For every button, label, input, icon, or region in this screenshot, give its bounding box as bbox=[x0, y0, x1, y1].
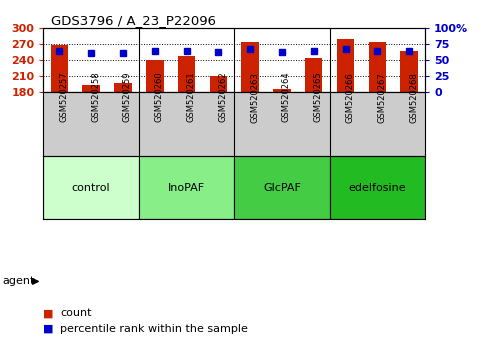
Text: GSM520257: GSM520257 bbox=[59, 72, 69, 122]
Bar bbox=[51, 45, 68, 92]
Text: edelfosine: edelfosine bbox=[349, 183, 406, 193]
Bar bbox=[114, 83, 132, 92]
Text: GSM520265: GSM520265 bbox=[314, 72, 323, 122]
Bar bbox=[305, 58, 323, 92]
Bar bbox=[273, 89, 291, 92]
Bar bbox=[400, 51, 418, 92]
Bar bbox=[242, 42, 259, 92]
Bar bbox=[234, 156, 330, 219]
Text: GSM520266: GSM520266 bbox=[345, 72, 355, 122]
Text: GDS3796 / A_23_P22096: GDS3796 / A_23_P22096 bbox=[51, 14, 216, 27]
Text: agent: agent bbox=[2, 276, 35, 286]
Bar bbox=[337, 39, 355, 92]
Bar bbox=[43, 156, 139, 219]
Bar bbox=[210, 76, 227, 92]
Bar bbox=[146, 60, 164, 92]
Text: ■: ■ bbox=[43, 308, 54, 318]
Text: ■: ■ bbox=[43, 324, 54, 333]
Text: GSM520264: GSM520264 bbox=[282, 72, 291, 122]
Bar bbox=[178, 56, 195, 92]
Bar bbox=[83, 85, 100, 92]
Text: GSM520267: GSM520267 bbox=[377, 72, 386, 122]
Text: GSM520259: GSM520259 bbox=[123, 72, 132, 122]
Text: GSM520258: GSM520258 bbox=[91, 72, 100, 122]
Text: GSM520268: GSM520268 bbox=[409, 72, 418, 122]
Text: percentile rank within the sample: percentile rank within the sample bbox=[60, 324, 248, 333]
Text: GSM520260: GSM520260 bbox=[155, 72, 164, 122]
Bar bbox=[139, 156, 234, 219]
Text: InoPAF: InoPAF bbox=[168, 183, 205, 193]
Text: GSM520263: GSM520263 bbox=[250, 72, 259, 122]
Text: GlcPAF: GlcPAF bbox=[263, 183, 301, 193]
Bar bbox=[369, 42, 386, 92]
Text: count: count bbox=[60, 308, 92, 318]
Text: GSM520262: GSM520262 bbox=[218, 72, 227, 122]
Bar bbox=[329, 156, 425, 219]
Text: control: control bbox=[72, 183, 111, 193]
Text: GSM520261: GSM520261 bbox=[186, 72, 196, 122]
